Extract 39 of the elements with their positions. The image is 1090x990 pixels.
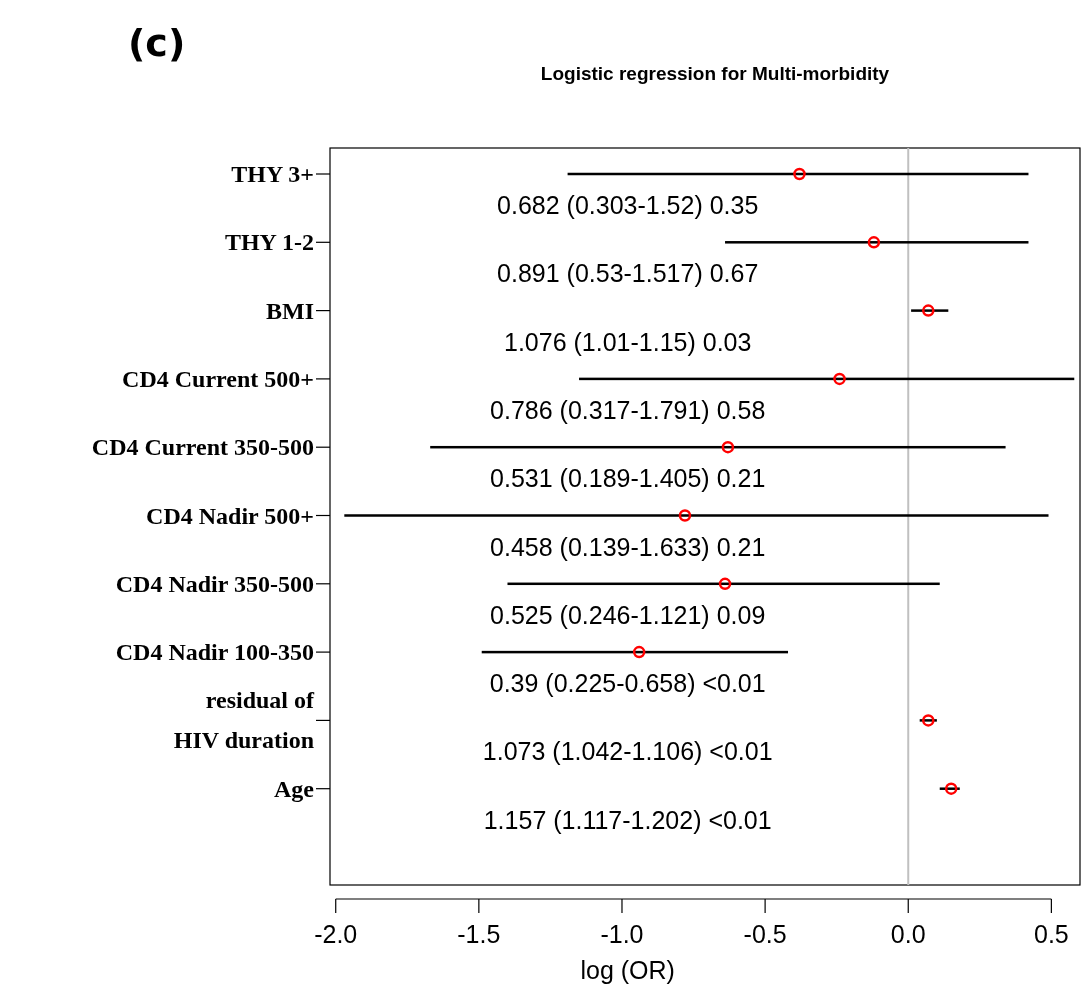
point [678, 509, 692, 522]
y-tick-label: THY 1-2 [224, 229, 314, 256]
x-axis-title: log (OR) [580, 956, 675, 984]
x-tick-label: -2.0 [314, 920, 358, 948]
point [867, 236, 881, 249]
x-tick-label: 0.5 [1033, 920, 1069, 948]
x-tick-label: -1.0 [600, 920, 644, 948]
point [833, 372, 846, 386]
point [721, 440, 735, 454]
y-tick-label: BMI [266, 297, 314, 324]
point [922, 714, 935, 727]
point [944, 782, 958, 795]
y-tick-label: THY 3+ [231, 161, 314, 187]
x-tick-label: -1.5 [457, 920, 501, 948]
y-tick-label: CD4 Current 500+ [122, 365, 314, 392]
y-tick-label: CD4 Nadir 350-500 [115, 570, 314, 597]
annotation: 0.891 (0.53-1.517) 0.67 [497, 259, 759, 288]
x-tick-label: -0.5 [743, 920, 787, 948]
annotation: 1.157 (1.117-1.202) <0.01 [483, 805, 772, 834]
y-tick-label: CD4 Nadir 100-350 [115, 639, 314, 666]
y-tick-label: CD4 Current 350-500 [91, 434, 314, 461]
annotation: 1.076 (1.01-1.15) 0.03 [504, 327, 752, 356]
point [632, 645, 646, 659]
point [793, 167, 806, 181]
annotation: 0.458 (0.139-1.633) 0.21 [490, 532, 766, 561]
annotation: 1.073 (1.042-1.106) <0.01 [482, 737, 773, 766]
chart-title: Logistic regression for Multi-morbidity [540, 63, 890, 84]
y-tick-label: CD4 Nadir 500+ [146, 502, 314, 529]
annotation: 0.531 (0.189-1.405) 0.21 [490, 464, 766, 493]
annotation: 0.39 (0.225-0.658) <0.01 [489, 669, 766, 698]
annotation: 0.786 (0.317-1.791) 0.58 [490, 395, 766, 424]
y-tick-label: residual of HIV duration [173, 687, 316, 754]
annotation: 0.525 (0.246-1.121) 0.09 [490, 600, 766, 629]
y-tick-label: Age [274, 775, 315, 802]
x-tick-label: 0.0 [890, 920, 926, 948]
annotation: 0.682 (0.303-1.52) 0.35 [497, 191, 759, 219]
point [922, 304, 935, 317]
point [718, 577, 732, 591]
text: (c) [128, 21, 186, 65]
